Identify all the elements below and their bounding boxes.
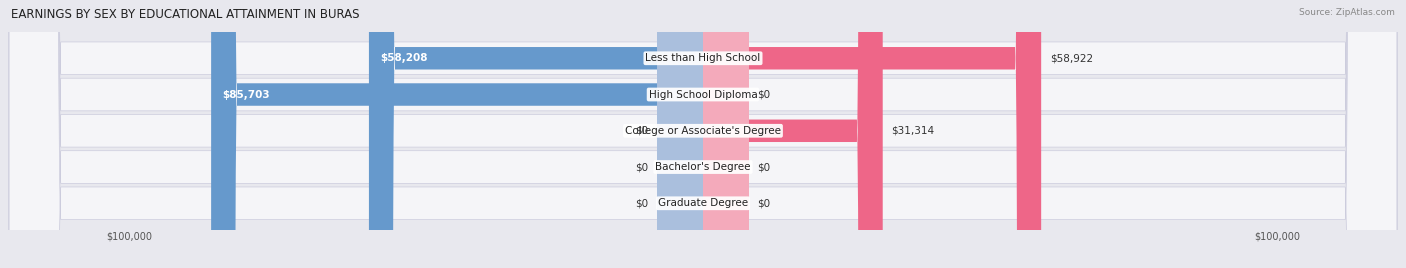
FancyBboxPatch shape [8,0,1398,268]
Text: High School Diploma: High School Diploma [648,90,758,99]
FancyBboxPatch shape [657,0,703,268]
FancyBboxPatch shape [703,0,749,268]
Text: $0: $0 [636,198,648,208]
FancyBboxPatch shape [8,0,1398,268]
Text: Less than High School: Less than High School [645,53,761,63]
FancyBboxPatch shape [8,0,1398,268]
Text: $0: $0 [636,162,648,172]
FancyBboxPatch shape [657,0,703,268]
FancyBboxPatch shape [211,0,703,268]
Text: $0: $0 [758,198,770,208]
Text: Source: ZipAtlas.com: Source: ZipAtlas.com [1299,8,1395,17]
FancyBboxPatch shape [703,0,1042,268]
FancyBboxPatch shape [703,0,883,268]
FancyBboxPatch shape [368,0,703,268]
Text: $0: $0 [758,162,770,172]
Text: $0: $0 [636,126,648,136]
Text: $85,703: $85,703 [222,90,270,99]
FancyBboxPatch shape [657,0,703,268]
Text: Graduate Degree: Graduate Degree [658,198,748,208]
Text: $58,208: $58,208 [381,53,427,63]
Text: $0: $0 [758,90,770,99]
FancyBboxPatch shape [8,0,1398,268]
Text: $31,314: $31,314 [891,126,935,136]
Text: College or Associate's Degree: College or Associate's Degree [626,126,780,136]
Text: $58,922: $58,922 [1050,53,1092,63]
Text: EARNINGS BY SEX BY EDUCATIONAL ATTAINMENT IN BURAS: EARNINGS BY SEX BY EDUCATIONAL ATTAINMEN… [11,8,360,21]
FancyBboxPatch shape [8,0,1398,268]
Text: Bachelor's Degree: Bachelor's Degree [655,162,751,172]
FancyBboxPatch shape [703,0,749,268]
FancyBboxPatch shape [703,0,749,268]
